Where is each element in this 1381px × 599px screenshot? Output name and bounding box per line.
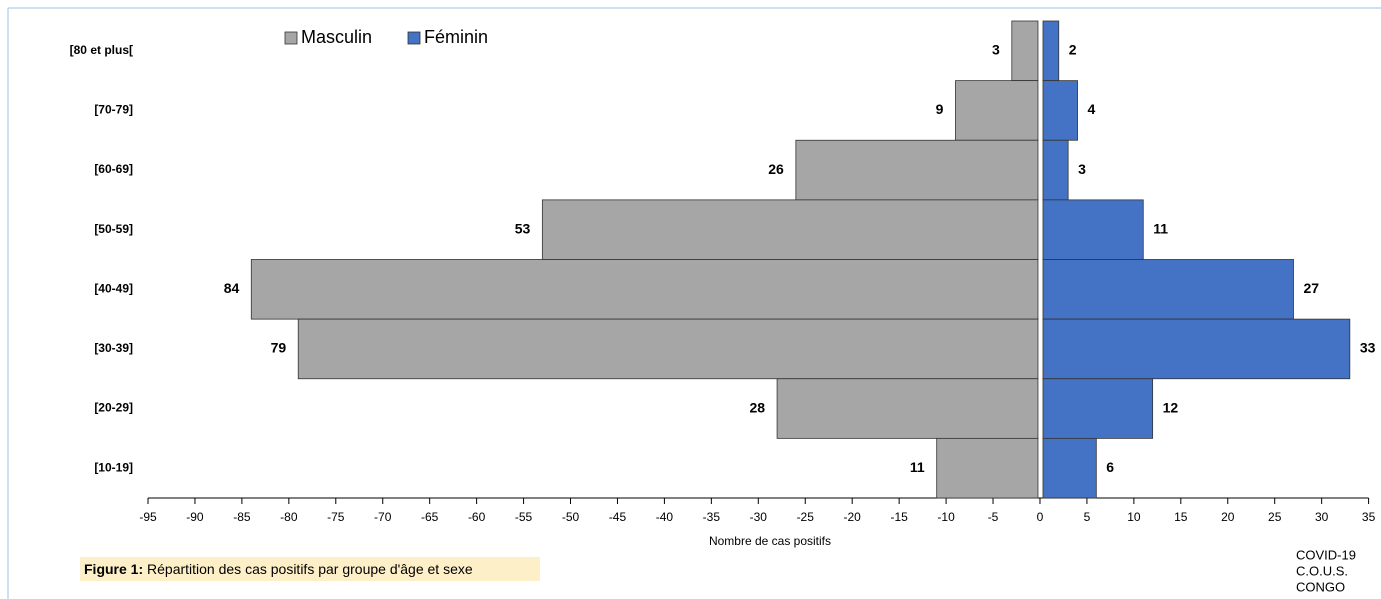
category-label: [30-39] bbox=[94, 341, 133, 355]
category-label: [20-29] bbox=[94, 401, 133, 415]
x-tick-label: -70 bbox=[374, 510, 392, 524]
source-line: C.O.U.S. bbox=[1296, 563, 1348, 578]
legend-label: Féminin bbox=[424, 27, 488, 47]
x-tick-label: -75 bbox=[327, 510, 345, 524]
x-tick-label: -35 bbox=[703, 510, 721, 524]
bar bbox=[541, 199, 1039, 260]
bar bbox=[1042, 437, 1097, 499]
caption-label: Figure 1: bbox=[84, 561, 143, 577]
data-label: 79 bbox=[271, 340, 287, 356]
x-tick-label: -60 bbox=[468, 510, 486, 524]
x-tick-label: 10 bbox=[1127, 510, 1141, 524]
caption-bg bbox=[80, 557, 540, 581]
x-tick-label: -20 bbox=[844, 510, 862, 524]
data-label: 12 bbox=[1163, 399, 1179, 415]
data-label: 3 bbox=[1078, 161, 1086, 177]
x-tick-label: 30 bbox=[1315, 510, 1329, 524]
category-label: [70-79] bbox=[94, 103, 133, 117]
legend-label: Masculin bbox=[301, 27, 372, 47]
x-axis-label: Nombre de cas positifs bbox=[709, 534, 831, 548]
bar bbox=[1042, 259, 1294, 320]
category-label: [10-19] bbox=[94, 460, 133, 474]
data-label: 2 bbox=[1069, 42, 1077, 58]
bar bbox=[297, 318, 1039, 380]
bar bbox=[955, 80, 1039, 141]
bar bbox=[936, 437, 1039, 499]
bar bbox=[1011, 20, 1039, 82]
x-tick-label: 5 bbox=[1084, 510, 1091, 524]
caption: Figure 1: Répartition des cas positifs p… bbox=[84, 561, 473, 577]
data-label: 27 bbox=[1303, 280, 1319, 296]
data-label: 84 bbox=[224, 280, 240, 296]
source-line: COVID-19 bbox=[1296, 547, 1356, 562]
bar bbox=[1042, 139, 1069, 201]
x-tick-label: -85 bbox=[233, 510, 251, 524]
bar bbox=[1042, 20, 1060, 82]
data-label: 26 bbox=[768, 161, 784, 177]
x-tick-label: 15 bbox=[1174, 510, 1188, 524]
x-tick-label: 25 bbox=[1268, 510, 1282, 524]
x-tick-label: -50 bbox=[562, 510, 580, 524]
bar bbox=[250, 259, 1039, 320]
x-tick-label: -5 bbox=[988, 510, 999, 524]
x-tick-label: -80 bbox=[280, 510, 298, 524]
x-tick-label: -90 bbox=[186, 510, 204, 524]
bar bbox=[1042, 318, 1351, 380]
legend-swatch bbox=[284, 31, 298, 45]
x-tick-label: -15 bbox=[890, 510, 908, 524]
bar bbox=[1042, 80, 1078, 141]
data-label: 11 bbox=[910, 459, 925, 475]
x-tick-label: -95 bbox=[139, 510, 157, 524]
bar bbox=[1042, 378, 1154, 439]
category-label: [60-69] bbox=[94, 162, 133, 176]
legend-swatch bbox=[407, 31, 421, 45]
category-label: [40-49] bbox=[94, 281, 133, 295]
caption-text: Répartition des cas positifs par groupe … bbox=[143, 561, 473, 577]
x-tick-label: 20 bbox=[1221, 510, 1235, 524]
x-tick-label: -30 bbox=[750, 510, 768, 524]
bar bbox=[795, 139, 1039, 201]
bar bbox=[1042, 199, 1144, 260]
data-label: 9 bbox=[936, 101, 944, 117]
x-tick-label: -45 bbox=[609, 510, 627, 524]
x-tick-label: -10 bbox=[937, 510, 955, 524]
data-label: 4 bbox=[1088, 101, 1096, 117]
category-label: [80 et plus[ bbox=[70, 43, 133, 57]
x-tick-label: -25 bbox=[797, 510, 815, 524]
data-label: 28 bbox=[750, 399, 766, 415]
x-tick-label: 35 bbox=[1362, 510, 1376, 524]
bar bbox=[776, 378, 1039, 439]
data-label: 3 bbox=[992, 42, 1000, 58]
data-label: 33 bbox=[1360, 340, 1376, 356]
x-tick-label: 0 bbox=[1037, 510, 1044, 524]
data-label: 6 bbox=[1106, 459, 1114, 475]
data-label: 11 bbox=[1153, 220, 1168, 236]
x-tick-label: -55 bbox=[515, 510, 533, 524]
data-label: 53 bbox=[515, 220, 531, 236]
category-label: [50-59] bbox=[94, 222, 133, 236]
source-line: CONGO bbox=[1296, 579, 1345, 594]
x-tick-label: -40 bbox=[656, 510, 674, 524]
x-tick-label: -65 bbox=[421, 510, 439, 524]
